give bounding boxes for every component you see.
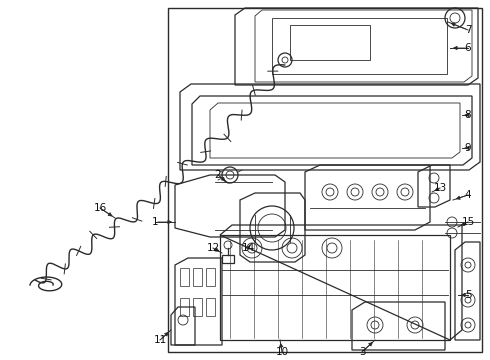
- Bar: [206, 268, 215, 286]
- Text: 4: 4: [465, 190, 471, 200]
- Text: 8: 8: [465, 110, 471, 120]
- Text: 1: 1: [152, 217, 158, 227]
- Bar: [168, 8, 482, 352]
- Bar: [193, 298, 202, 316]
- Bar: [206, 298, 215, 316]
- Text: 2: 2: [215, 170, 221, 180]
- Bar: [222, 255, 234, 263]
- Text: 13: 13: [433, 183, 446, 193]
- Text: 6: 6: [465, 43, 471, 53]
- Text: 10: 10: [275, 347, 289, 357]
- Text: 14: 14: [242, 243, 255, 253]
- Bar: [220, 235, 450, 340]
- Bar: [290, 25, 370, 60]
- Text: 9: 9: [465, 143, 471, 153]
- Text: 7: 7: [465, 25, 471, 35]
- Text: 3: 3: [359, 347, 366, 357]
- Bar: [193, 268, 202, 286]
- Text: 11: 11: [153, 335, 167, 345]
- Bar: [180, 298, 189, 316]
- Text: 5: 5: [465, 290, 471, 300]
- Text: 16: 16: [94, 203, 107, 213]
- Bar: [180, 268, 189, 286]
- Text: 15: 15: [462, 217, 475, 227]
- Text: 12: 12: [206, 243, 220, 253]
- Bar: [272, 18, 447, 74]
